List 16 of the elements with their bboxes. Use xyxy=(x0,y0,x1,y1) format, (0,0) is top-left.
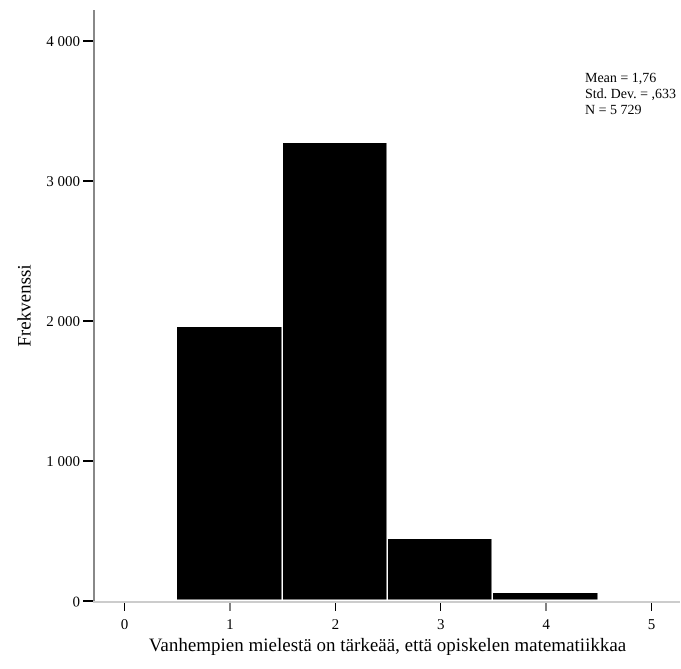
x-tick-label: 5 xyxy=(648,616,656,633)
x-tick-label: 4 xyxy=(542,616,550,633)
y-tick-label: 1 000 xyxy=(46,454,80,470)
y-tick-label: 2 000 xyxy=(46,314,80,330)
y-axis-title: Frekvenssi xyxy=(14,264,36,347)
x-tick-label: 3 xyxy=(436,616,444,633)
x-tick-label: 2 xyxy=(332,616,340,633)
annotation: Mean = 1,76 xyxy=(585,71,656,86)
annotation: Std. Dev. = ,633 xyxy=(585,87,676,102)
x-tick-label: 0 xyxy=(120,616,128,633)
y-tick-label: 3 000 xyxy=(46,174,80,190)
y-tick-label: 4 000 xyxy=(46,34,80,50)
annotation: N = 5 729 xyxy=(585,103,642,118)
y-tick-label: 0 xyxy=(72,594,80,610)
x-tick-label: 1 xyxy=(226,616,234,633)
x-axis-title: Vanhempien mielestä on tärkeää, että opiskelen matematiikkaa xyxy=(148,635,627,656)
